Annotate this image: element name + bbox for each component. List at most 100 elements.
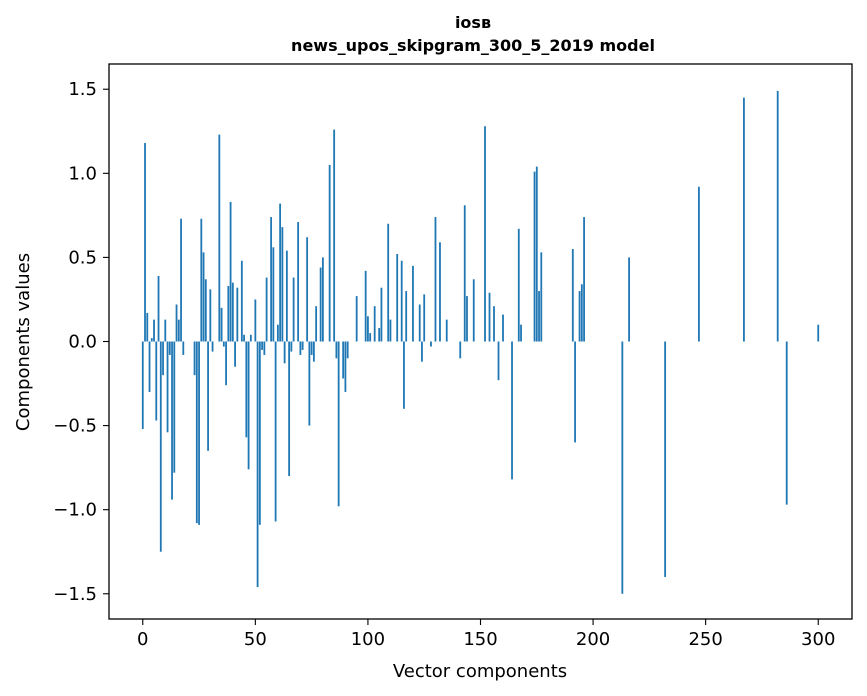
bar-105 — [378, 328, 381, 342]
bar-73 — [306, 237, 309, 342]
bar-15 — [175, 304, 178, 342]
bar-267 — [743, 97, 745, 342]
bar-70 — [299, 341, 302, 355]
y-tick-label: 1.0 — [68, 163, 97, 184]
bar-158 — [497, 341, 500, 381]
bar-100 — [367, 316, 369, 342]
bar-24 — [195, 341, 198, 524]
bar-66 — [290, 341, 293, 352]
bar-176 — [538, 291, 540, 342]
bar-286 — [785, 341, 788, 505]
bar-282 — [776, 90, 779, 342]
bar-124 — [421, 341, 423, 362]
bar-26 — [200, 218, 203, 342]
bar-141 — [459, 341, 462, 359]
bar-87 — [337, 341, 340, 507]
bar-232 — [664, 341, 667, 577]
bar-192 — [574, 341, 576, 443]
x-tick-label: 250 — [688, 629, 722, 650]
bar-75 — [310, 341, 313, 355]
bar-31 — [211, 341, 214, 352]
x-tick-label: 300 — [801, 629, 835, 650]
x-axis-ticks: 0 50 100 150 200 250 300 — [137, 619, 835, 650]
plot-frame — [108, 63, 853, 620]
x-tick-label: 200 — [576, 629, 610, 650]
bar-6 — [155, 341, 158, 421]
bar-101 — [369, 333, 372, 342]
y-tick-label: 0.0 — [68, 332, 97, 353]
bar-14 — [173, 341, 176, 473]
bar-216 — [628, 257, 630, 342]
bar-106 — [380, 287, 383, 342]
bar-117 — [405, 291, 408, 342]
bar-80 — [321, 257, 324, 342]
bar-196 — [583, 217, 585, 342]
bar-113 — [396, 254, 399, 342]
bar-177 — [540, 252, 543, 342]
bar-61 — [279, 203, 282, 342]
bar-48 — [249, 334, 252, 342]
bar-64 — [285, 250, 288, 342]
bar-1 — [144, 143, 146, 342]
y-tick-label: 0.5 — [68, 247, 97, 268]
bar-156 — [493, 306, 495, 342]
bar-47 — [247, 341, 250, 470]
bar-39 — [229, 201, 232, 342]
bar-167 — [517, 228, 520, 342]
bar-62 — [281, 227, 284, 342]
x-tick-label: 150 — [463, 629, 497, 650]
bar-110 — [389, 319, 392, 342]
x-tick-label: 0 — [137, 629, 148, 650]
bar-51 — [256, 341, 259, 588]
bar-28 — [204, 279, 207, 342]
bar-123 — [418, 304, 421, 342]
bar-128 — [430, 341, 432, 347]
bar-130 — [434, 217, 437, 342]
bar-65 — [288, 341, 291, 477]
bar-69 — [297, 222, 300, 342]
bar-175 — [535, 166, 538, 342]
bar-154 — [488, 292, 491, 342]
bar-41 — [234, 341, 236, 367]
bar-8 — [159, 341, 162, 552]
bar-194 — [578, 291, 581, 342]
bar-46 — [245, 341, 248, 438]
bar-10 — [164, 319, 167, 342]
bar-55 — [265, 277, 268, 342]
bar-103 — [373, 306, 376, 342]
bar-3 — [148, 341, 151, 392]
bar-125 — [423, 294, 426, 342]
chart-title-line1: iosв — [455, 13, 491, 32]
bar-67 — [292, 277, 295, 342]
bar-77 — [315, 306, 318, 342]
bar-143 — [463, 205, 466, 342]
bar-16 — [177, 319, 180, 342]
bar-147 — [472, 279, 475, 342]
bar-50 — [254, 299, 257, 342]
bar-0 — [141, 341, 144, 429]
bar-27 — [202, 252, 205, 342]
bar-40 — [231, 282, 234, 342]
bar-91 — [346, 341, 349, 359]
bar-17 — [180, 218, 182, 342]
bar-42 — [236, 287, 239, 342]
y-tick-label: −1.0 — [53, 500, 97, 521]
bar-11 — [166, 341, 169, 433]
bar-37 — [225, 341, 227, 386]
y-axis-ticks: −1.5 −1.0 −0.5 0.0 0.5 1.0 1.5 — [53, 79, 109, 605]
bar-86 — [335, 341, 338, 359]
bar-34 — [218, 134, 221, 342]
bar-5 — [153, 319, 155, 342]
bar-13 — [171, 341, 173, 500]
bar-152 — [484, 126, 486, 342]
x-tick-label: 100 — [351, 629, 385, 650]
bar-9 — [162, 341, 164, 376]
x-tick-label: 50 — [244, 629, 267, 650]
bar-116 — [403, 341, 405, 409]
x-axis-label: Vector components — [393, 661, 567, 682]
bar-174 — [533, 171, 536, 342]
bar-54 — [263, 341, 266, 355]
y-tick-label: −1.5 — [53, 584, 97, 605]
bar-60 — [276, 324, 279, 342]
